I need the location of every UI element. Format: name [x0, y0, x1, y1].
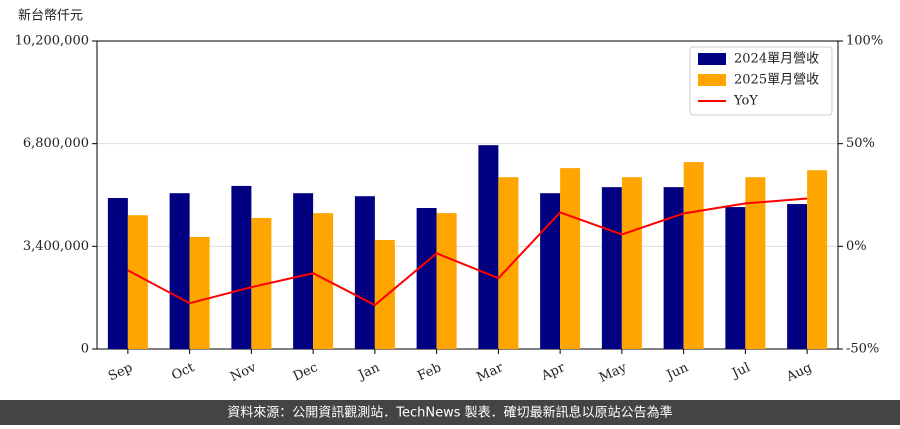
y-tick-label: 6,800,000 [23, 136, 89, 151]
legend-swatch [698, 74, 726, 86]
plot-frame [96, 40, 839, 350]
legend-label: 2025單月營收 [734, 73, 819, 88]
bar [601, 187, 622, 349]
bar [725, 207, 746, 349]
y-axis-label: 新台幣仟元 [18, 8, 83, 24]
bar [807, 170, 828, 349]
footer-text: 資料來源：公開資訊觀測站．TechNews 製表．確切最新訊息以原站公告為準 [227, 405, 672, 421]
bar [478, 145, 499, 349]
bar [293, 193, 314, 349]
bar [251, 217, 272, 349]
legend-label: 2024單月營收 [734, 52, 819, 67]
legend-label: YoY [733, 94, 758, 109]
bar [540, 193, 561, 349]
bar [416, 207, 437, 349]
legend-swatch [698, 53, 726, 65]
y2-tick-label: -50% [846, 342, 879, 357]
bar [663, 187, 684, 349]
y-tick-label: 0 [81, 342, 89, 357]
bar [354, 196, 375, 349]
y-tick-label: 10,200,000 [15, 34, 89, 49]
bar [107, 198, 128, 349]
bar [436, 213, 457, 349]
y2-tick-label: 0% [846, 239, 867, 254]
y-tick-label: 3,400,000 [23, 239, 89, 254]
bar [745, 177, 766, 349]
bar [560, 168, 581, 349]
bar [621, 177, 642, 349]
footer-bar [0, 400, 900, 425]
y2-tick-label: 100% [846, 34, 883, 49]
bar [231, 185, 252, 349]
y2-tick-label: 50% [846, 136, 875, 151]
bar [498, 177, 519, 349]
bar [169, 193, 190, 349]
bar [374, 239, 395, 349]
yoy-line [127, 197, 808, 307]
bar [787, 204, 808, 349]
bar [683, 162, 704, 349]
bar [313, 213, 334, 349]
bar [189, 236, 210, 349]
bar [127, 215, 148, 349]
